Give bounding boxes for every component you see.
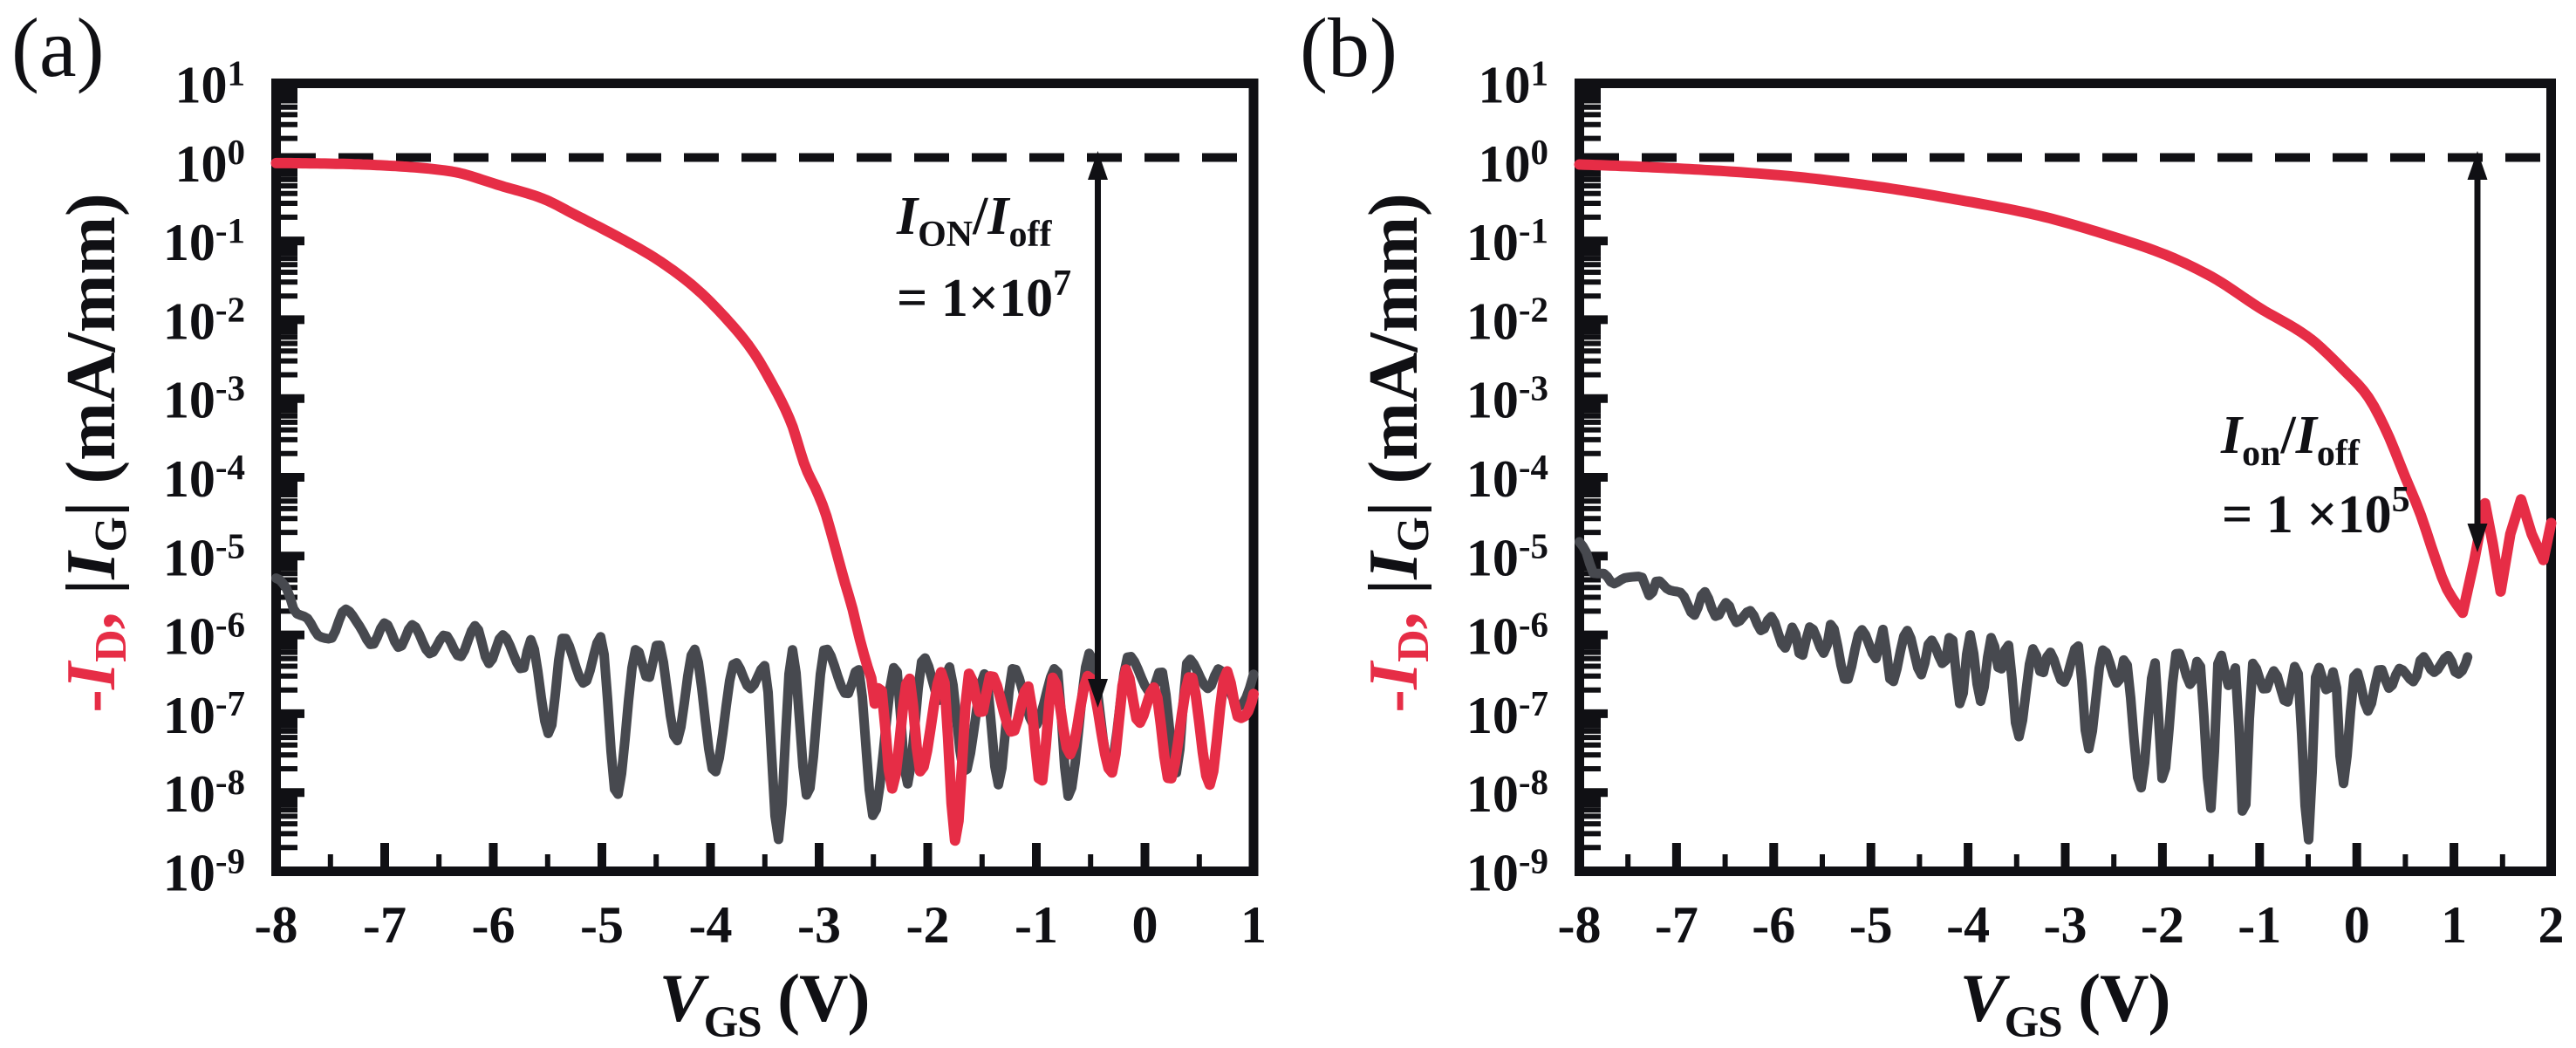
svg-text:Ion/Ioff: Ion/Ioff — [2220, 406, 2361, 474]
svg-text:-3: -3 — [2044, 896, 2087, 954]
svg-text:-7: -7 — [363, 896, 407, 954]
svg-text:10-5: 10-5 — [1466, 525, 1548, 586]
svg-text:= 1×107: = 1×107 — [897, 264, 1071, 328]
svg-text:-5: -5 — [1849, 896, 1893, 954]
svg-text:100: 100 — [1479, 132, 1549, 193]
svg-text:VGS (V): VGS (V) — [659, 960, 870, 1044]
svg-text:-4: -4 — [1946, 896, 1990, 954]
svg-text:-2: -2 — [2141, 896, 2184, 954]
svg-text:-7: -7 — [1655, 896, 1698, 954]
svg-text:-6: -6 — [472, 896, 516, 954]
svg-text:10-8: 10-8 — [1466, 762, 1548, 823]
svg-text:-ID, |IG| (mA/mm): -ID, |IG| (mA/mm) — [1356, 193, 1438, 712]
svg-text:-1: -1 — [1015, 896, 1058, 954]
svg-text:10-2: 10-2 — [1466, 289, 1548, 350]
svg-text:VGS (V): VGS (V) — [1960, 960, 2170, 1044]
svg-text:(a): (a) — [11, 1, 105, 94]
svg-text:ION/Ioff: ION/Ioff — [896, 187, 1053, 255]
svg-text:10-7: 10-7 — [163, 683, 245, 744]
svg-text:-5: -5 — [580, 896, 624, 954]
svg-text:-1: -1 — [2238, 896, 2281, 954]
svg-text:-6: -6 — [1752, 896, 1795, 954]
svg-text:2: 2 — [2538, 896, 2565, 954]
svg-text:1: 1 — [2441, 896, 2467, 954]
svg-text:= 1 ×105: = 1 ×105 — [2222, 480, 2410, 545]
svg-text:-8: -8 — [255, 896, 298, 954]
svg-text:101: 101 — [1479, 53, 1549, 114]
svg-text:(b): (b) — [1300, 1, 1397, 94]
svg-text:-2: -2 — [906, 896, 950, 954]
svg-text:0: 0 — [2344, 896, 2370, 954]
svg-text:-8: -8 — [1558, 896, 1602, 954]
svg-text:-3: -3 — [797, 896, 841, 954]
svg-text:-ID, |IG| (mA/mm): -ID, |IG| (mA/mm) — [53, 193, 136, 712]
svg-text:1: 1 — [1240, 896, 1267, 954]
svg-text:-4: -4 — [689, 896, 733, 954]
svg-text:0: 0 — [1132, 896, 1158, 954]
